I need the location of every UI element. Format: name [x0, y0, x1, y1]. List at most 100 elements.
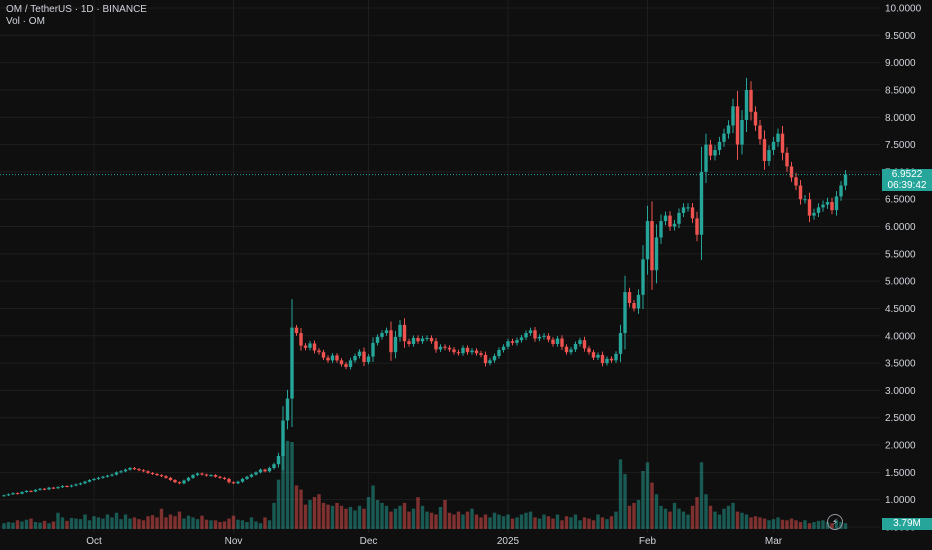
- candle-body: [474, 350, 479, 354]
- candle-body: [83, 481, 87, 484]
- symbol-title[interactable]: OM / TetherUS · 1D · BINANCE: [6, 4, 147, 15]
- volume-bar: [2, 523, 6, 529]
- candle-body: [141, 470, 146, 472]
- volume-bar: [677, 508, 681, 529]
- volume-bar: [690, 505, 695, 529]
- volume-bar: [375, 500, 380, 529]
- candle-body: [731, 106, 735, 126]
- candle-body: [479, 353, 483, 355]
- volume-bar: [177, 511, 182, 529]
- candle-body: [20, 492, 24, 494]
- volume-bar: [195, 519, 200, 529]
- candle-body: [429, 337, 434, 342]
- candle-body: [69, 485, 74, 487]
- volume-bar: [60, 517, 65, 529]
- candle-body: [807, 199, 812, 216]
- candle-body: [816, 207, 821, 213]
- volume-bar: [452, 514, 456, 529]
- candle-body: [186, 477, 191, 481]
- candle-body: [78, 483, 83, 485]
- candle-body: [375, 336, 380, 343]
- volume-bar: [402, 502, 407, 529]
- candle-body: [551, 339, 555, 344]
- x-tick-label: Mar: [765, 536, 783, 547]
- candle-body: [677, 212, 681, 224]
- volume-bar: [663, 508, 668, 529]
- volume-bar: [740, 512, 744, 529]
- candle-body: [56, 487, 60, 489]
- candle-body: [326, 357, 330, 361]
- volume-bar: [317, 494, 321, 529]
- candle-body: [308, 343, 312, 348]
- candle-body: [110, 474, 114, 476]
- volume-bar: [47, 523, 51, 529]
- lightning-icon[interactable]: ⚡: [827, 514, 843, 530]
- volume-bar: [528, 511, 533, 529]
- candle-body: [123, 469, 128, 472]
- volume-bar: [312, 497, 317, 529]
- candle-body: [191, 475, 195, 478]
- volume-bar: [767, 520, 771, 529]
- candle-body: [780, 133, 785, 153]
- volume-bar: [56, 512, 60, 529]
- volume-bar: [573, 514, 578, 529]
- candle-body: [569, 349, 573, 353]
- x-tick-label: Feb: [639, 536, 657, 547]
- candle-body: [456, 352, 461, 354]
- volume-bar: [803, 520, 807, 529]
- volume-bar: [411, 508, 416, 529]
- volume-bar: [618, 459, 623, 529]
- candle-body: [447, 347, 452, 350]
- candle-body: [843, 174, 848, 186]
- candle-body: [11, 493, 15, 495]
- volume-bar: [533, 517, 537, 529]
- volume-bar: [708, 505, 713, 529]
- candle-body: [245, 476, 249, 479]
- volume-bar: [609, 516, 614, 529]
- volume-bar: [236, 519, 240, 529]
- candle-body: [330, 355, 335, 361]
- candle-body: [42, 488, 47, 490]
- candle-body: [389, 330, 393, 353]
- volume-legend[interactable]: Vol · OM: [6, 16, 45, 27]
- volume-bar: [20, 521, 24, 529]
- volume-bar: [231, 515, 236, 529]
- volume-bar: [560, 520, 564, 529]
- candle-body: [537, 336, 542, 339]
- y-tick-label: 1.0000: [885, 495, 916, 506]
- volume-bar: [645, 462, 650, 529]
- volume-bar: [497, 514, 501, 529]
- volume-bar: [182, 518, 186, 529]
- candle-body: [159, 475, 164, 477]
- volume-bar: [515, 517, 519, 529]
- candle-body: [204, 474, 209, 476]
- candle-body: [393, 336, 398, 353]
- volume-bar: [267, 520, 272, 529]
- candle-body: [299, 333, 303, 346]
- candle-body: [407, 341, 411, 344]
- candle-body: [362, 351, 366, 363]
- volume-bar: [542, 514, 546, 529]
- volume-bar: [726, 505, 731, 529]
- volume-bar: [794, 520, 798, 529]
- candle-body: [317, 350, 321, 353]
- volume-bar: [146, 516, 150, 529]
- candle-body: [173, 480, 177, 483]
- candle-body: [609, 358, 614, 361]
- candle-body: [654, 237, 659, 271]
- x-tick-label: Oct: [86, 536, 102, 547]
- volume-bar: [672, 502, 677, 529]
- candle-body: [155, 474, 159, 476]
- candle-body: [645, 221, 650, 260]
- volume-bar: [380, 502, 384, 529]
- candle-body: [587, 348, 591, 353]
- y-tick-label: 1.5000: [885, 468, 916, 479]
- candle-body: [533, 330, 537, 339]
- volume-bar: [735, 511, 740, 529]
- volume-bar: [83, 514, 87, 529]
- candle-body: [686, 207, 690, 209]
- candle-body: [87, 480, 92, 482]
- volume-bar: [632, 502, 636, 529]
- candle-body: [380, 333, 384, 337]
